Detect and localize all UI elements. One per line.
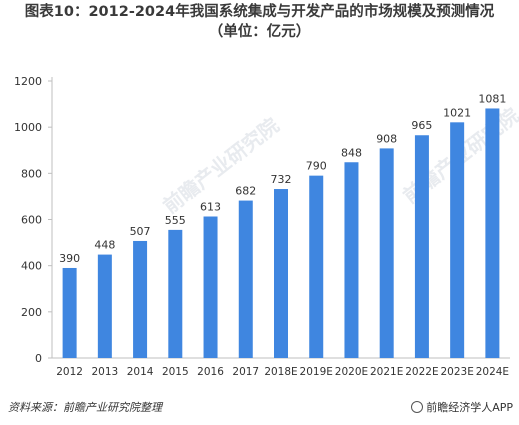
y-tick-label: 200 [21, 306, 42, 319]
y-tick-label: 1000 [14, 121, 42, 134]
x-tick-label: 2016 [197, 366, 224, 378]
bar [344, 162, 359, 358]
x-tick-label: 2020E [335, 366, 368, 378]
data-label: 613 [200, 200, 221, 213]
data-label: 448 [94, 239, 115, 252]
data-label: 1021 [443, 106, 471, 119]
source-note: 资料来源：前瞻产业研究院整理 [8, 401, 162, 414]
bar [309, 175, 324, 358]
bar [168, 229, 183, 358]
data-label: 848 [341, 146, 362, 159]
bar [274, 189, 288, 358]
data-label: 790 [306, 160, 327, 173]
x-tick-label: 2014 [127, 366, 154, 378]
data-label: 682 [235, 185, 256, 198]
data-label: 732 [271, 173, 292, 186]
y-tick-label: 1200 [14, 75, 42, 88]
data-label: 555 [165, 214, 186, 227]
bar [62, 267, 77, 358]
x-tick-label: 2022E [405, 366, 438, 378]
y-tick-label: 800 [21, 167, 42, 180]
data-label: 965 [411, 119, 432, 132]
bar [238, 200, 253, 358]
x-tick-label: 2021E [370, 366, 403, 378]
x-tick-label: 2013 [91, 366, 118, 378]
bar [414, 135, 429, 358]
data-label: 908 [376, 132, 397, 145]
bar [485, 108, 500, 358]
x-tick-label: 2023E [440, 366, 473, 378]
x-tick-label: 2019E [300, 366, 333, 378]
brand-footer: 前瞻经济学人APP [411, 399, 513, 415]
x-tick-label: 2024E [476, 366, 509, 378]
brand-name: 前瞻经济学人APP [426, 401, 513, 414]
brand-logo-icon [411, 401, 424, 413]
bar [203, 216, 218, 358]
x-tick-label: 2015 [162, 366, 189, 378]
bar [97, 254, 112, 358]
x-tick-label: 2012 [56, 366, 83, 378]
chart-title-line2: （单位：亿元） [208, 24, 311, 40]
data-label: 390 [59, 252, 80, 265]
data-label: 507 [130, 225, 151, 238]
x-tick-label: 2018E [264, 366, 297, 378]
bar [133, 240, 148, 358]
bar [450, 122, 465, 358]
bar [379, 148, 394, 358]
data-label: 1081 [478, 92, 506, 105]
y-tick-label: 600 [21, 214, 42, 227]
y-tick-label: 400 [21, 260, 42, 273]
y-tick-label: 0 [35, 352, 42, 365]
chart-title: 图表10：2012-2024年我国系统集成与开发产品的市场规模及预测情况 （单位… [0, 2, 519, 42]
chart-title-line1: 图表10：2012-2024年我国系统集成与开发产品的市场规模及预测情况 [24, 4, 495, 20]
x-tick-label: 2017 [232, 366, 259, 378]
